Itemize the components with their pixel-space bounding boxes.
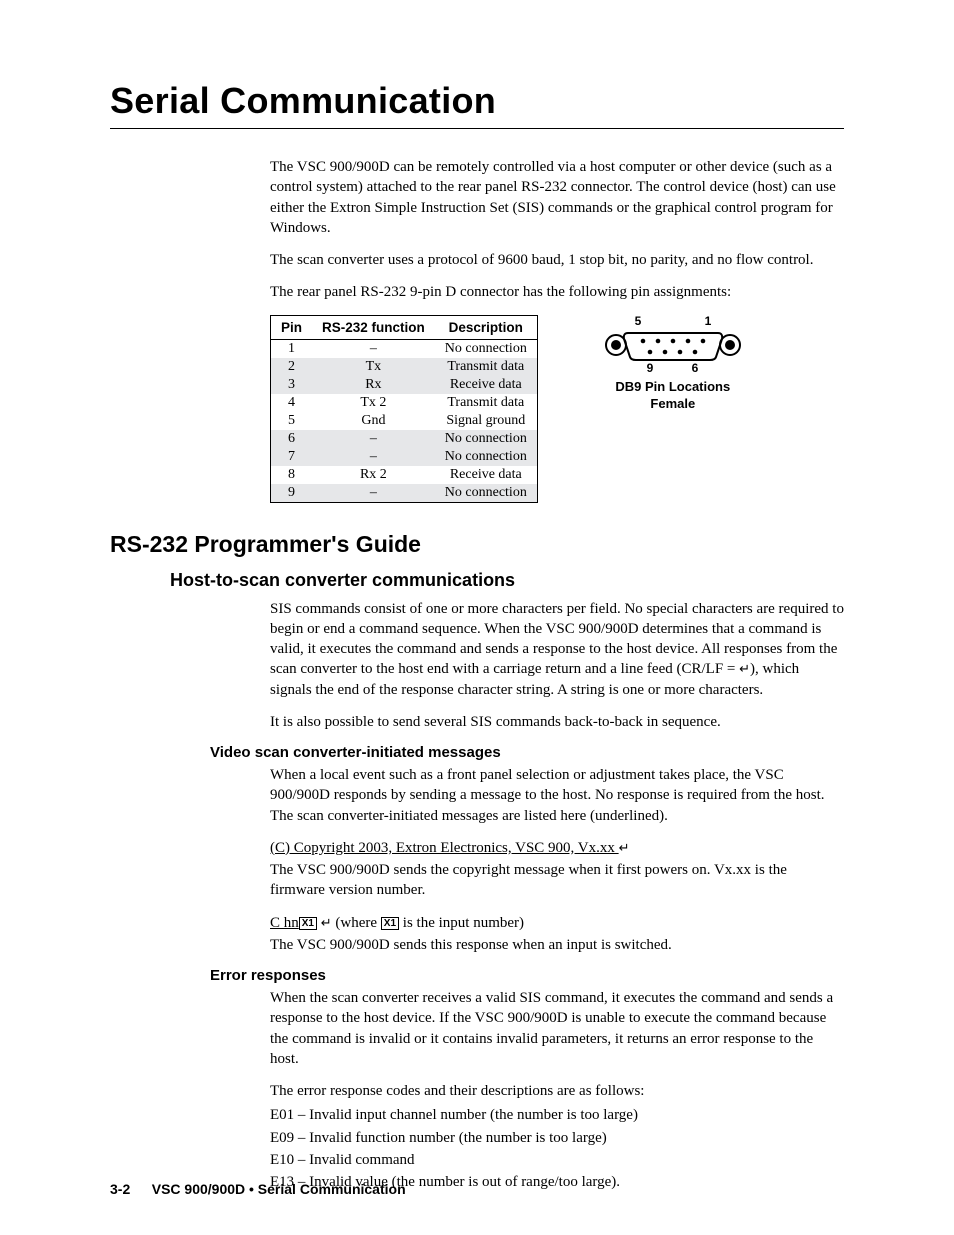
func-cell: Gnd [312, 412, 435, 430]
db9-label-6: 6 [691, 361, 698, 375]
desc-cell: No connection [435, 448, 538, 466]
return-icon: ↵ [321, 914, 332, 932]
return-icon: ↵ [619, 839, 630, 857]
db9-caption-1: DB9 Pin Locations [598, 379, 748, 396]
func-cell: – [312, 430, 435, 448]
error-e01: E01 – Invalid input channel number (the … [270, 1105, 844, 1125]
pin-table-header-row: Pin RS-232 function Description [271, 315, 538, 339]
host-comm-body: SIS commands consist of one or more char… [270, 599, 844, 733]
document-page: Serial Communication The VSC 900/900D ca… [0, 0, 954, 1235]
pin-table-row: 7–No connection [271, 448, 538, 466]
subsection-host-comm: Host-to-scan converter communications [170, 570, 844, 591]
db9-connector-svg: 5 1 [598, 315, 748, 375]
table-and-diagram-row: Pin RS-232 function Description 1–No con… [270, 315, 844, 503]
desc-cell: No connection [435, 430, 538, 448]
error-e09: E09 – Invalid function number (the numbe… [270, 1128, 844, 1148]
desc-cell: No connection [435, 339, 538, 358]
func-cell: Tx [312, 358, 435, 376]
db9-label-1: 1 [704, 315, 711, 328]
vsc-init-chn-line2: The VSC 900/900D sends this response whe… [270, 935, 844, 955]
desc-cell: No connection [435, 484, 538, 503]
pin-cell: 7 [271, 448, 313, 466]
error-e10: E10 – Invalid command [270, 1150, 844, 1170]
intro-p1: The VSC 900/900D can be remotely control… [270, 157, 844, 238]
func-cell: – [312, 448, 435, 466]
pin-table-row: 2TxTransmit data [271, 358, 538, 376]
intro-p3: The rear panel RS-232 9-pin D connector … [270, 282, 844, 302]
pin-table-row: 1–No connection [271, 339, 538, 358]
x1-box-icon: X1 [381, 917, 399, 930]
vsc-init-chn-line: C hnX1 ↵ (where X1 is the input number) [270, 913, 844, 933]
pin-table-row: 8Rx 2Receive data [271, 466, 538, 484]
pin-table-header: Description [435, 315, 538, 339]
chapter-title: Serial Communication [110, 80, 844, 122]
error-p2: The error response codes and their descr… [270, 1081, 844, 1101]
pin-cell: 6 [271, 430, 313, 448]
intro-block: The VSC 900/900D can be remotely control… [270, 157, 844, 503]
func-cell: Rx 2 [312, 466, 435, 484]
desc-cell: Transmit data [435, 394, 538, 412]
footer-page-number: 3-2 [110, 1181, 130, 1197]
vsc-init-copyright-underline: (C) Copyright 2003, Extron Electronics, … [270, 840, 619, 856]
title-divider [110, 128, 844, 129]
return-icon: ↵ [739, 660, 750, 678]
pin-cell: 3 [271, 376, 313, 394]
pin-table-row: 9–No connection [271, 484, 538, 503]
vsc-init-copyright-line: (C) Copyright 2003, Extron Electronics, … [270, 838, 844, 858]
subsubsection-error: Error responses [210, 967, 844, 984]
desc-cell: Receive data [435, 376, 538, 394]
footer-chapter: VSC 900/900D • Serial Communication [152, 1181, 406, 1197]
pin-table: Pin RS-232 function Description 1–No con… [270, 315, 538, 503]
vsc-init-p1: When a local event such as a front panel… [270, 765, 844, 826]
vsc-init-chn-underline: C hn [270, 915, 299, 931]
desc-cell: Receive data [435, 466, 538, 484]
db9-caption-2: Female [598, 396, 748, 413]
pin-table-row: 6–No connection [271, 430, 538, 448]
host-comm-p2: It is also possible to send several SIS … [270, 712, 844, 732]
func-cell: Tx 2 [312, 394, 435, 412]
pin-cell: 1 [271, 339, 313, 358]
x1-box-icon: X1 [299, 917, 317, 930]
error-body: When the scan converter receives a valid… [270, 988, 844, 1192]
pin-cell: 2 [271, 358, 313, 376]
pin-cell: 5 [271, 412, 313, 430]
vsc-init-body: When a local event such as a front panel… [270, 765, 844, 955]
db9-diagram: 5 1 [598, 315, 748, 414]
pin-cell: 4 [271, 394, 313, 412]
desc-cell: Transmit data [435, 358, 538, 376]
func-cell: – [312, 484, 435, 503]
vsc-init-chn-after2: is the input number) [399, 915, 524, 931]
section-rs232-guide: RS-232 Programmer's Guide [110, 531, 844, 558]
db9-label-5: 5 [634, 315, 641, 328]
desc-cell: Signal ground [435, 412, 538, 430]
vsc-init-copyright-after: The VSC 900/900D sends the copyright mes… [270, 860, 844, 901]
error-p1: When the scan converter receives a valid… [270, 988, 844, 1069]
vsc-init-chn-after1: (where [332, 915, 381, 931]
pin-table-row: 3RxReceive data [271, 376, 538, 394]
db9-label-9: 9 [646, 361, 653, 375]
subsubsection-vsc-init: Video scan converter-initiated messages [210, 744, 844, 761]
pin-table-row: 5GndSignal ground [271, 412, 538, 430]
pin-cell: 9 [271, 484, 313, 503]
pin-table-row: 4Tx 2Transmit data [271, 394, 538, 412]
pin-table-header: RS-232 function [312, 315, 435, 339]
intro-p2: The scan converter uses a protocol of 96… [270, 250, 844, 270]
func-cell: – [312, 339, 435, 358]
func-cell: Rx [312, 376, 435, 394]
pin-table-header: Pin [271, 315, 313, 339]
page-footer: 3-2 VSC 900/900D • Serial Communication [110, 1181, 406, 1199]
host-comm-p1: SIS commands consist of one or more char… [270, 599, 844, 700]
pin-cell: 8 [271, 466, 313, 484]
